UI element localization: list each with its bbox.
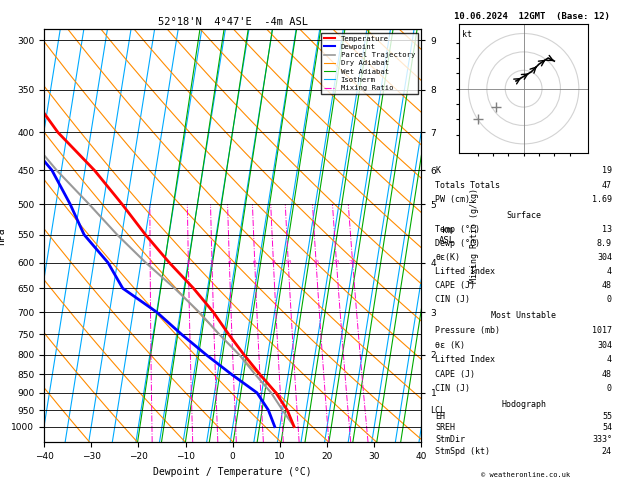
Text: 20: 20: [333, 260, 340, 265]
Text: 0: 0: [607, 384, 612, 393]
Text: 1.69: 1.69: [592, 195, 612, 204]
Text: 8.9: 8.9: [597, 239, 612, 248]
Text: 0: 0: [607, 295, 612, 304]
Text: 3: 3: [210, 260, 214, 265]
Text: 55: 55: [602, 412, 612, 420]
Text: 10: 10: [284, 260, 292, 265]
Text: kt: kt: [462, 31, 472, 39]
Text: CAPE (J): CAPE (J): [435, 370, 476, 379]
Text: LCL: LCL: [430, 406, 445, 415]
Text: 24: 24: [602, 447, 612, 455]
Text: Most Unstable: Most Unstable: [491, 312, 556, 320]
Text: 8: 8: [272, 260, 276, 265]
Text: Dewp (°C): Dewp (°C): [435, 239, 481, 248]
Text: PW (cm): PW (cm): [435, 195, 470, 204]
Text: 4: 4: [607, 355, 612, 364]
Text: 1017: 1017: [592, 326, 612, 335]
Text: Totals Totals: Totals Totals: [435, 181, 501, 190]
Text: CIN (J): CIN (J): [435, 295, 470, 304]
Text: 304: 304: [597, 341, 612, 349]
Text: Mixing Ratio (g/kg): Mixing Ratio (g/kg): [470, 188, 479, 283]
Text: 304: 304: [597, 253, 612, 262]
Text: StmSpd (kt): StmSpd (kt): [435, 447, 491, 455]
Text: 13: 13: [602, 226, 612, 234]
Text: SREH: SREH: [435, 423, 455, 432]
Text: EH: EH: [435, 412, 445, 420]
Text: 333°: 333°: [592, 435, 612, 444]
Text: CIN (J): CIN (J): [435, 384, 470, 393]
Text: StmDir: StmDir: [435, 435, 465, 444]
Text: 4: 4: [228, 260, 231, 265]
Text: 6: 6: [253, 260, 257, 265]
Text: θε (K): θε (K): [435, 341, 465, 349]
Text: K: K: [435, 166, 440, 175]
Y-axis label: km
ASL: km ASL: [439, 226, 455, 245]
Text: Temp (°C): Temp (°C): [435, 226, 481, 234]
Text: © weatheronline.co.uk: © weatheronline.co.uk: [481, 472, 570, 478]
Title: 52°18'N  4°47'E  -4m ASL: 52°18'N 4°47'E -4m ASL: [158, 17, 308, 27]
Text: Hodograph: Hodograph: [501, 400, 546, 409]
Text: CAPE (J): CAPE (J): [435, 281, 476, 290]
Legend: Temperature, Dewpoint, Parcel Trajectory, Dry Adiabat, Wet Adiabat, Isotherm, Mi: Temperature, Dewpoint, Parcel Trajectory…: [321, 33, 418, 94]
Text: 10.06.2024  12GMT  (Base: 12): 10.06.2024 12GMT (Base: 12): [454, 12, 610, 21]
Text: Lifted Index: Lifted Index: [435, 355, 496, 364]
Text: 2: 2: [186, 260, 190, 265]
Text: 25: 25: [349, 260, 357, 265]
Text: 47: 47: [602, 181, 612, 190]
Text: 19: 19: [602, 166, 612, 175]
Text: 48: 48: [602, 370, 612, 379]
Text: 48: 48: [602, 281, 612, 290]
Text: 1: 1: [148, 260, 152, 265]
Text: Surface: Surface: [506, 211, 541, 221]
X-axis label: Dewpoint / Temperature (°C): Dewpoint / Temperature (°C): [153, 467, 312, 477]
Text: Lifted Index: Lifted Index: [435, 267, 496, 276]
Text: θε(K): θε(K): [435, 253, 460, 262]
Text: 4: 4: [607, 267, 612, 276]
Text: 15: 15: [313, 260, 320, 265]
Y-axis label: hPa: hPa: [0, 227, 6, 244]
Text: 54: 54: [602, 423, 612, 432]
Text: Pressure (mb): Pressure (mb): [435, 326, 501, 335]
